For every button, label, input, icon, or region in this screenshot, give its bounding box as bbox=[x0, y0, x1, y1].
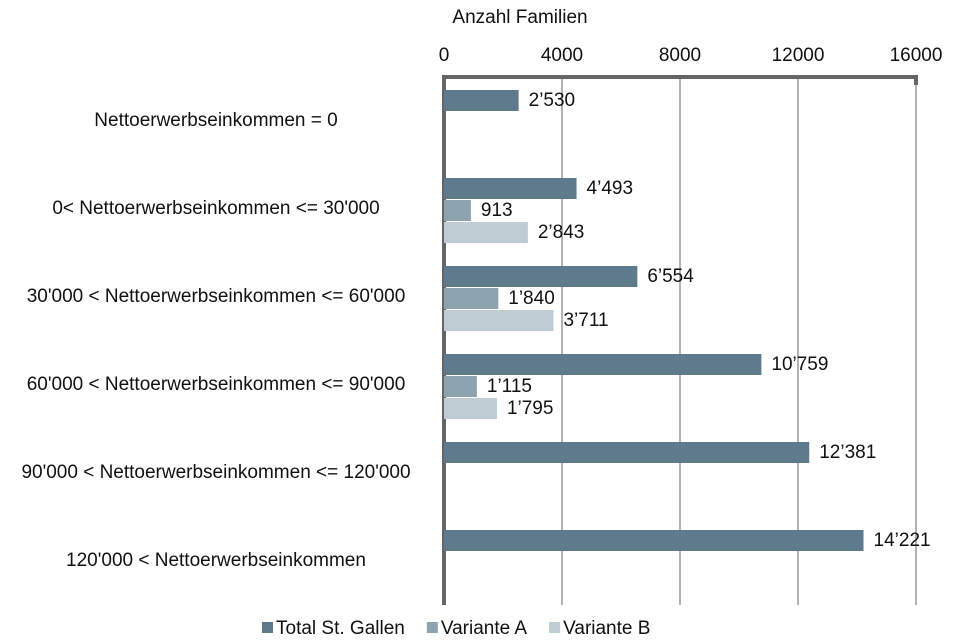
legend-label: Variante B bbox=[563, 618, 650, 639]
x-tick-label: 0 bbox=[439, 45, 450, 66]
bar bbox=[444, 398, 497, 419]
value-label: 4’493 bbox=[587, 178, 634, 199]
value-label: 6’554 bbox=[647, 266, 694, 287]
x-tick-label: 4000 bbox=[541, 45, 583, 66]
value-label: 913 bbox=[481, 200, 513, 221]
bar bbox=[444, 310, 554, 331]
value-label: 14’221 bbox=[874, 530, 931, 551]
legend-label: Variante A bbox=[441, 618, 528, 639]
value-label: 1’840 bbox=[508, 288, 555, 309]
category-label: 60'000 < Nettoerwerbseinkommen <= 90'000 bbox=[26, 374, 406, 395]
value-label: 3’711 bbox=[563, 310, 608, 331]
x-tick-label: 16000 bbox=[890, 45, 943, 66]
value-label: 1’795 bbox=[507, 398, 554, 419]
value-label: 10’759 bbox=[771, 354, 828, 375]
value-label: 1’115 bbox=[487, 376, 532, 397]
value-label: 12’381 bbox=[819, 442, 876, 463]
category-label: Nettoerwerbseinkommen = 0 bbox=[94, 110, 338, 131]
category-label: 90'000 < Nettoerwerbseinkommen <= 120'00… bbox=[21, 462, 411, 483]
x-tick-label: 12000 bbox=[772, 45, 825, 66]
bar bbox=[444, 288, 499, 309]
legend-swatch bbox=[426, 622, 438, 633]
category-label: 30'000 < Nettoerwerbseinkommen <= 60'000 bbox=[26, 286, 406, 307]
legend-label: Total St. Gallen bbox=[276, 618, 405, 639]
bar bbox=[444, 354, 762, 375]
x-tick-label: 8000 bbox=[659, 45, 701, 66]
category-label: 0< Nettoerwerbseinkommen <= 30'000 bbox=[52, 198, 380, 219]
value-label: 2’843 bbox=[538, 222, 585, 243]
value-label: 2’530 bbox=[529, 90, 576, 111]
legend-swatch bbox=[262, 622, 273, 633]
bar bbox=[444, 266, 638, 287]
bar bbox=[444, 90, 519, 111]
bar bbox=[444, 442, 810, 463]
axis-title: Anzahl Familien bbox=[452, 7, 587, 28]
category-label: 120'000 < Nettoerwerbseinkommen bbox=[66, 550, 366, 571]
bar bbox=[444, 222, 528, 243]
bar bbox=[444, 530, 864, 551]
legend-swatch bbox=[549, 622, 561, 633]
bar bbox=[444, 200, 471, 221]
bar bbox=[444, 178, 577, 199]
bar bbox=[444, 376, 477, 397]
